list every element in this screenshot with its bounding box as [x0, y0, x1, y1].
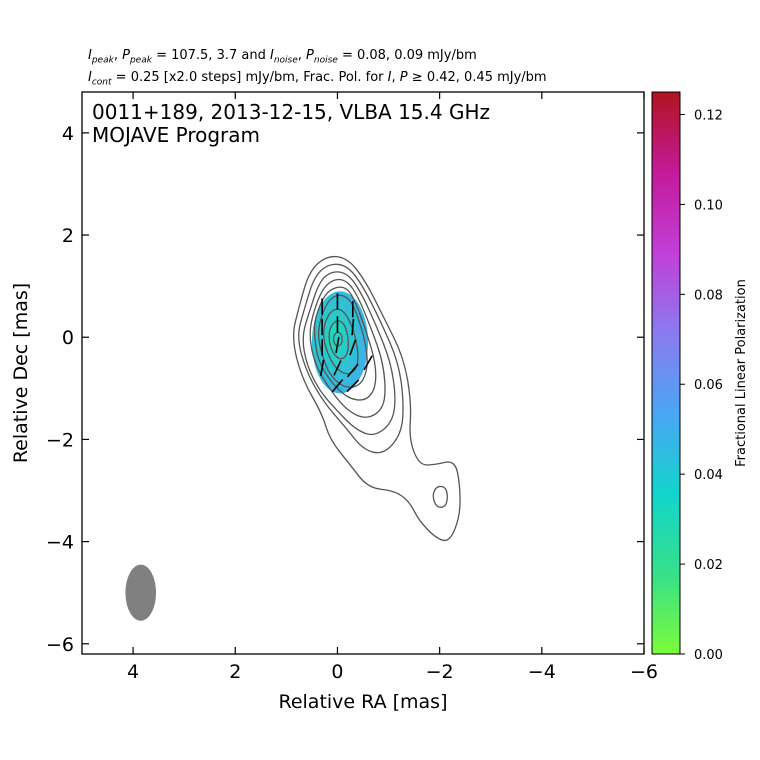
i-peak-subscript: peak: [91, 55, 114, 66]
y-tick-label: −6: [46, 634, 74, 656]
geq-symbol: ≥: [411, 70, 423, 85]
i-cont-subscript: cont: [91, 77, 112, 88]
noise-values: = 0.08, 0.09 mJy/bm: [341, 48, 477, 63]
contour-level-6: [313, 286, 377, 401]
contour-level-5: [309, 278, 386, 418]
evpa-vector-6: [351, 318, 355, 336]
x-axis-label: Relative RA [mas]: [278, 691, 447, 713]
evpa-vector-15: [363, 355, 373, 371]
y-tick-label: −4: [46, 532, 74, 554]
evpa-vector-11: [333, 360, 342, 376]
evpa-vector-12: [346, 363, 359, 378]
contour-level-10: [332, 331, 343, 347]
polarization-patch: [311, 291, 369, 394]
colorbar-tick-label: 0.12: [694, 108, 723, 123]
i-cont-symbol: I: [88, 70, 92, 85]
colorbar-tick-label: 0.06: [694, 378, 723, 393]
chart-title-line-2: MOJAVE Program: [92, 123, 260, 147]
x-tick-label: 4: [127, 661, 139, 683]
contour-level-1: [293, 255, 461, 542]
y-axis-label: Relative Dec [mas]: [10, 283, 32, 463]
colorbar: [651, 91, 681, 655]
evpa-vector-14: [346, 379, 360, 393]
x-tick-label: 0: [331, 661, 343, 683]
colorbar-label: Fractional Linear Polarization: [734, 279, 749, 467]
p-symbol: P: [399, 70, 408, 85]
p-noise-subscript: noise: [313, 55, 338, 66]
colorbar-tick-label: 0.02: [694, 558, 723, 573]
colorbar-tick-label: 0.04: [694, 468, 723, 483]
chart-title-line-1: 0011+189, 2013-12-15, VLBA 15.4 GHz: [92, 100, 490, 124]
peak-values: = 107.5, 3.7 and: [156, 48, 266, 63]
header-line-1: Ipeak, Ppeak = 107.5, 3.7 and Inoise, Pn…: [88, 48, 477, 66]
plot-frame: [81, 91, 645, 655]
contour-level-3: [298, 263, 404, 454]
y-tick-label: −2: [46, 429, 74, 451]
p-noise-symbol: P: [306, 48, 314, 63]
contour-level-7: [317, 294, 368, 388]
i-symbol: I: [387, 70, 392, 85]
i-noise-subscript: noise: [273, 55, 298, 66]
x-tick-label: −6: [630, 661, 658, 683]
y-tick-label: 2: [62, 225, 74, 247]
colorbar-tick-label: 0.08: [694, 288, 723, 303]
contour-level-9: [328, 320, 349, 360]
evpa-vector-13: [331, 378, 344, 393]
evpa-vector-8: [335, 336, 340, 354]
evpa-vector-10: [319, 359, 325, 377]
contour-level-8: [323, 308, 359, 375]
colorbar-tick-label: 0.10: [694, 198, 723, 213]
evpa-vector-9: [349, 339, 357, 356]
beam-ellipse: [125, 564, 157, 621]
contour-text: = 0.25 [x2.0 steps] mJy/bm, Frac. Pol. f…: [115, 70, 384, 85]
i-noise-symbol: I: [269, 48, 274, 63]
x-tick-label: −4: [528, 661, 556, 683]
x-tick-label: −2: [426, 661, 454, 683]
frac-pol-threshold: 0.42, 0.45 mJy/bm: [426, 70, 547, 85]
p-peak-subscript: peak: [129, 55, 152, 66]
contour-level-4: [302, 271, 396, 436]
header-line-2: Icont = 0.25 [x2.0 steps] mJy/bm, Frac. …: [88, 70, 547, 88]
contour-level-2: [432, 485, 448, 508]
y-tick-label: 4: [62, 123, 74, 145]
p-peak-symbol: P: [122, 48, 130, 63]
colorbar-tick-label: 0.00: [694, 648, 723, 663]
i-peak-symbol: I: [88, 48, 92, 63]
x-tick-label: 2: [229, 661, 241, 683]
y-tick-label: 0: [62, 327, 74, 349]
